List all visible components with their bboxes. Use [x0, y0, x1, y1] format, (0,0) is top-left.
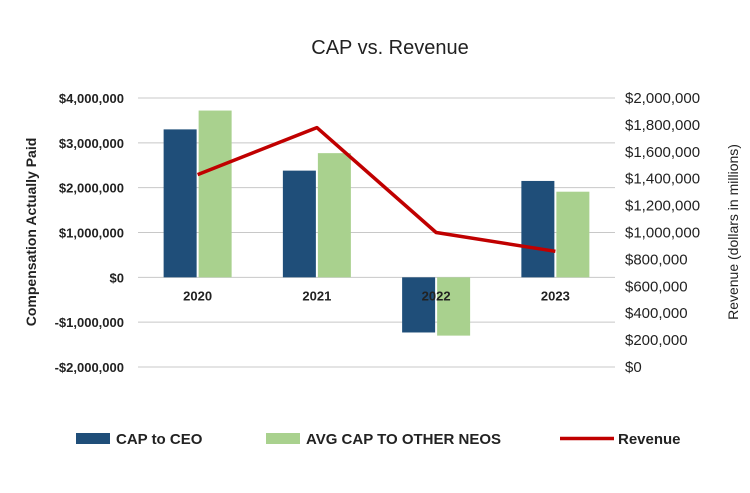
- x-tick-label: 2020: [183, 288, 212, 303]
- y2-tick-label: $1,600,000: [625, 144, 700, 161]
- revenue-line-group: [196, 125, 556, 254]
- bar-avg-cap-to-other-neos-2021: [317, 153, 351, 278]
- legend-label-avg-cap-to-other-neos: AVG CAP TO OTHER NEOS: [306, 431, 501, 448]
- y2-tick-label: $0: [625, 359, 642, 376]
- y-tick-label: $0: [110, 270, 124, 285]
- y2-tick-label: $1,000,000: [625, 225, 700, 242]
- left-axis-ticks: $4,000,000 $3,000,000 $2,000,000 $1,000,000…: [55, 91, 124, 375]
- y-tick-label: $3,000,000: [59, 136, 124, 151]
- y2-tick-label: $1,200,000: [625, 198, 700, 215]
- x-axis-ticks: 2020 2021 2022 2023: [183, 288, 570, 303]
- y-tick-label: $4,000,000: [59, 91, 124, 106]
- y-tick-label: -$1,000,000: [55, 315, 124, 330]
- legend-label-revenue: Revenue: [618, 431, 681, 448]
- legend-swatch-cap-to-ceo: [76, 433, 110, 444]
- bar-cap-to-ceo-2020: [163, 129, 197, 278]
- chart-title: CAP vs. Revenue: [311, 37, 469, 59]
- legend-swatch-avg-cap-to-other-neos: [266, 433, 300, 444]
- legend: CAP to CEO AVG CAP TO OTHER NEOS Revenue: [76, 431, 681, 448]
- x-tick-label: 2022: [422, 288, 451, 303]
- y2-tick-label: $800,000: [625, 251, 688, 268]
- y-axis-label: Compensation Actually Paid: [23, 138, 39, 327]
- y2-tick-label: $600,000: [625, 278, 688, 295]
- revenue-line: [196, 125, 556, 254]
- y2-tick-label: $2,000,000: [625, 90, 700, 107]
- bar-avg-cap-to-other-neos-2023: [556, 191, 590, 278]
- y-tick-label: $2,000,000: [59, 181, 124, 196]
- y2-tick-label: $1,800,000: [625, 117, 700, 134]
- y2-tick-label: $400,000: [625, 305, 688, 322]
- y2-axis-label: Revenue (dollars in millions): [725, 144, 741, 320]
- x-tick-label: 2023: [541, 288, 570, 303]
- y2-tick-label: $1,400,000: [625, 171, 700, 188]
- y2-tick-label: $200,000: [625, 332, 688, 349]
- bar-avg-cap-to-other-neos-2022: [437, 277, 471, 336]
- bar-avg-cap-to-other-neos-2020: [198, 110, 232, 278]
- bar-cap-to-ceo-2022: [402, 277, 436, 333]
- legend-label-cap-to-ceo: CAP to CEO: [116, 431, 203, 448]
- right-axis-ticks: $2,000,000 $1,800,000 $1,600,000 $1,400,000…: [625, 90, 700, 376]
- y-tick-label: -$2,000,000: [55, 360, 124, 375]
- bar-cap-to-ceo-2021: [282, 170, 316, 278]
- y-tick-label: $1,000,000: [59, 226, 124, 241]
- bars: [163, 110, 590, 336]
- bar-cap-to-ceo-2023: [521, 180, 555, 278]
- x-tick-label: 2021: [302, 288, 331, 303]
